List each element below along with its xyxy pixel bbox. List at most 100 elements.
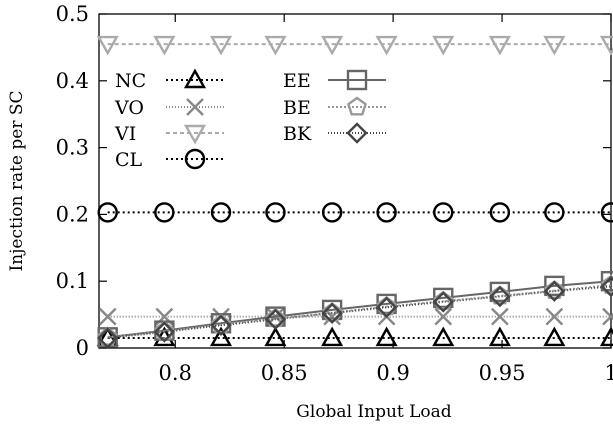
- data-point: [433, 290, 454, 310]
- data-point: [264, 308, 287, 330]
- x-tick-label: 1: [604, 361, 613, 385]
- data-point: [543, 326, 566, 347]
- data-point: [489, 285, 510, 305]
- series-line: [107, 284, 612, 339]
- y-tick-label: 0.3: [56, 136, 89, 160]
- pentagon-icon: [346, 96, 368, 116]
- data-point: [600, 271, 613, 292]
- legend-item-be: BE: [283, 96, 386, 119]
- triangle-down-icon: [183, 124, 207, 145]
- data-point: [489, 281, 511, 303]
- y-tick-label: 0.1: [56, 269, 89, 293]
- legend-item-ee: EE: [283, 69, 386, 92]
- series-vo: [98, 307, 613, 326]
- data-point: [153, 321, 176, 343]
- legend-item-vi: VI: [114, 123, 224, 145]
- data-point: [97, 202, 118, 223]
- series-nc: [96, 326, 613, 347]
- x-tick-label: 0.85: [261, 361, 308, 385]
- data-point: [154, 202, 175, 223]
- legend-item-vo: VO: [114, 97, 224, 119]
- data-point: [98, 307, 117, 326]
- data-point: [210, 202, 232, 223]
- data-point: [210, 314, 232, 336]
- data-point: [489, 202, 511, 223]
- data-point: [96, 35, 119, 56]
- legend: NC VO VI CL EE BE BK: [114, 68, 386, 171]
- data-point: [432, 291, 454, 313]
- series-cl: [97, 202, 613, 223]
- data-point: [432, 326, 455, 347]
- data-point: [321, 302, 343, 324]
- y-tick-label: 0.5: [56, 2, 89, 26]
- data-point: [488, 35, 511, 56]
- data-point: [600, 275, 613, 298]
- data-point: [264, 326, 287, 347]
- data-point: [375, 35, 398, 56]
- legend-label: BE: [283, 97, 311, 119]
- diamond-icon: [346, 122, 368, 144]
- data-point: [376, 296, 397, 316]
- data-point: [210, 314, 232, 334]
- data-point: [491, 307, 509, 326]
- data-point: [375, 326, 398, 347]
- data-point: [434, 307, 453, 326]
- y-axis-label: Injection rate per SC: [7, 90, 27, 271]
- data-point: [322, 302, 343, 322]
- data-point: [545, 307, 564, 326]
- x-tick-label: 0.8: [159, 361, 192, 385]
- data-point: [543, 280, 566, 302]
- data-point: [265, 308, 286, 328]
- x-axis-label: Global Input Load: [296, 402, 452, 422]
- data-point: [264, 35, 287, 56]
- y-tick-label: 0.2: [56, 202, 89, 226]
- legend-item-nc: NC: [115, 68, 224, 92]
- data-point: [209, 35, 233, 56]
- data-point: [599, 326, 613, 347]
- data-point: [544, 202, 565, 223]
- data-point: [489, 285, 511, 308]
- data-point: [97, 326, 118, 346]
- data-point: [376, 202, 397, 223]
- data-point: [375, 296, 398, 318]
- square-icon: [346, 69, 368, 91]
- plot-frame: [98, 13, 612, 349]
- y-tick-label: 0: [76, 336, 89, 360]
- series-layer: [96, 35, 613, 349]
- data-point: [488, 326, 511, 347]
- data-point: [544, 280, 565, 299]
- data-point: [209, 326, 233, 347]
- triangle-up-icon: [183, 68, 207, 89]
- data-point: [600, 202, 613, 223]
- x-tick-label: 0.9: [376, 361, 409, 385]
- y-tick-label: 0.4: [56, 69, 89, 93]
- data-point: [97, 327, 119, 349]
- data-point: [153, 35, 176, 56]
- legend-item-cl: CL: [115, 148, 224, 171]
- series-be: [97, 274, 613, 346]
- legend-label: CL: [115, 149, 143, 171]
- x-tick-label: 0.95: [479, 361, 526, 385]
- legend-label: EE: [283, 70, 311, 92]
- legend-label: BK: [283, 123, 312, 145]
- data-point: [543, 35, 566, 56]
- data-point: [265, 202, 286, 223]
- data-point: [600, 274, 613, 294]
- data-point: [154, 320, 175, 340]
- data-point: [433, 202, 454, 223]
- legend-label: VO: [114, 97, 144, 119]
- series-bk: [97, 275, 613, 349]
- x-cross-icon: [186, 98, 204, 116]
- data-point: [321, 35, 344, 56]
- legend-label: VI: [114, 123, 136, 145]
- series-line: [107, 285, 612, 339]
- data-point: [544, 275, 565, 297]
- series-vi: [96, 35, 613, 56]
- legend-item-bk: BK: [283, 122, 386, 145]
- data-point: [602, 307, 613, 326]
- data-point: [599, 35, 613, 56]
- ticks: 0 0.1 0.2 0.3 0.4 0.5 0.8 0.85 0.9 0.95 1: [56, 2, 613, 385]
- data-point: [321, 326, 344, 347]
- data-point: [432, 35, 455, 56]
